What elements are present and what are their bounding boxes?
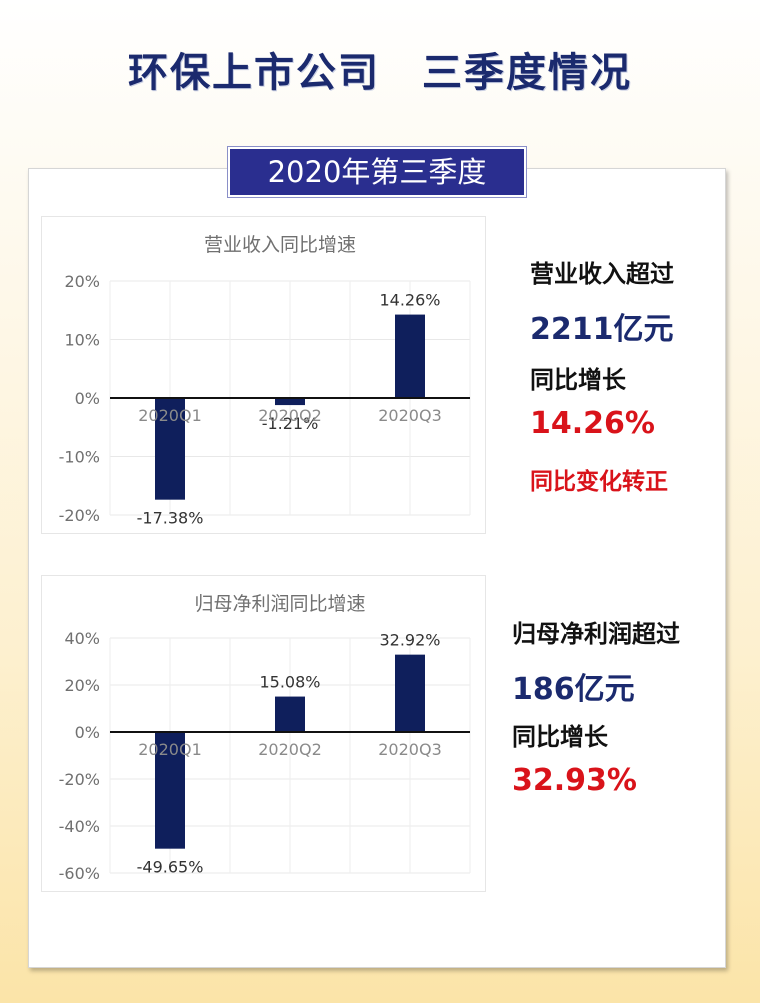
- y-tick-label: -20%: [59, 770, 100, 789]
- revenue-growth-percent: 14.26%: [530, 406, 655, 441]
- y-tick-label: 10%: [64, 331, 100, 350]
- y-tick-label: 20%: [64, 272, 100, 291]
- y-tick-label: 0%: [75, 389, 100, 408]
- bar-2020Q1: [155, 398, 185, 500]
- y-tick-label: -40%: [59, 817, 100, 836]
- revenue-label: 营业收入超过: [530, 260, 674, 288]
- data-label: -1.21%: [262, 414, 319, 433]
- net-profit-value: 186亿元: [512, 672, 635, 707]
- net-profit-growth-chart: 归母净利润同比增速 40% 20% 0% -20% -40% -60% -49.65% 2020…: [41, 575, 486, 892]
- y-tick-label: -20%: [59, 506, 100, 525]
- revenue-growth-chart: 营业收入同比增速 20% 10% 0% -10% -20% -17.38% 2020Q1 -1.…: [41, 216, 486, 534]
- period-badge: 2020年第三季度: [227, 146, 527, 198]
- bar-2020Q3: [395, 314, 425, 398]
- data-label: 14.26%: [379, 291, 440, 310]
- x-tick-label: 2020Q3: [378, 740, 442, 759]
- chart-title: 归母净利润同比增速: [194, 593, 365, 615]
- net-profit-label: 归母净利润超过: [512, 620, 680, 648]
- net-profit-growth-percent: 32.93%: [512, 763, 637, 798]
- bar-2020Q2: [275, 398, 305, 406]
- bar-2020Q2: [275, 696, 305, 732]
- revenue-growth-label: 同比增长: [530, 366, 626, 394]
- data-label: 32.92%: [379, 631, 440, 650]
- data-label: 15.08%: [259, 673, 320, 692]
- y-tick-label: 20%: [64, 676, 100, 695]
- revenue-value: 2211亿元: [530, 312, 674, 347]
- data-label: -17.38%: [137, 509, 204, 528]
- net-profit-growth-chart-svg: 归母净利润同比增速 40% 20% 0% -20% -40% -60% -49.65% 2020…: [59, 593, 471, 883]
- y-tick-label: 0%: [75, 723, 100, 742]
- x-tick-label: 2020Q2: [258, 406, 322, 425]
- chart-title: 营业收入同比增速: [204, 234, 356, 256]
- x-tick-label: 2020Q1: [138, 740, 202, 759]
- x-tick-label: 2020Q3: [378, 406, 442, 425]
- y-tick-label: -60%: [59, 864, 100, 883]
- x-tick-label: 2020Q1: [138, 406, 202, 425]
- page-title: 环保上市公司 三季度情况: [128, 50, 632, 96]
- revenue-change-note: 同比变化转正: [530, 469, 668, 495]
- bar-2020Q1: [155, 732, 185, 849]
- x-tick-label: 2020Q2: [258, 740, 322, 759]
- revenue-growth-chart-svg: 营业收入同比增速 20% 10% 0% -10% -20% -17.38% 2020Q1 -1.…: [59, 234, 471, 528]
- bar-2020Q3: [395, 654, 425, 732]
- data-label: -49.65%: [137, 858, 204, 877]
- y-tick-label: -10%: [59, 448, 100, 467]
- net-profit-growth-label: 同比增长: [512, 723, 608, 751]
- y-tick-label: 40%: [64, 629, 100, 648]
